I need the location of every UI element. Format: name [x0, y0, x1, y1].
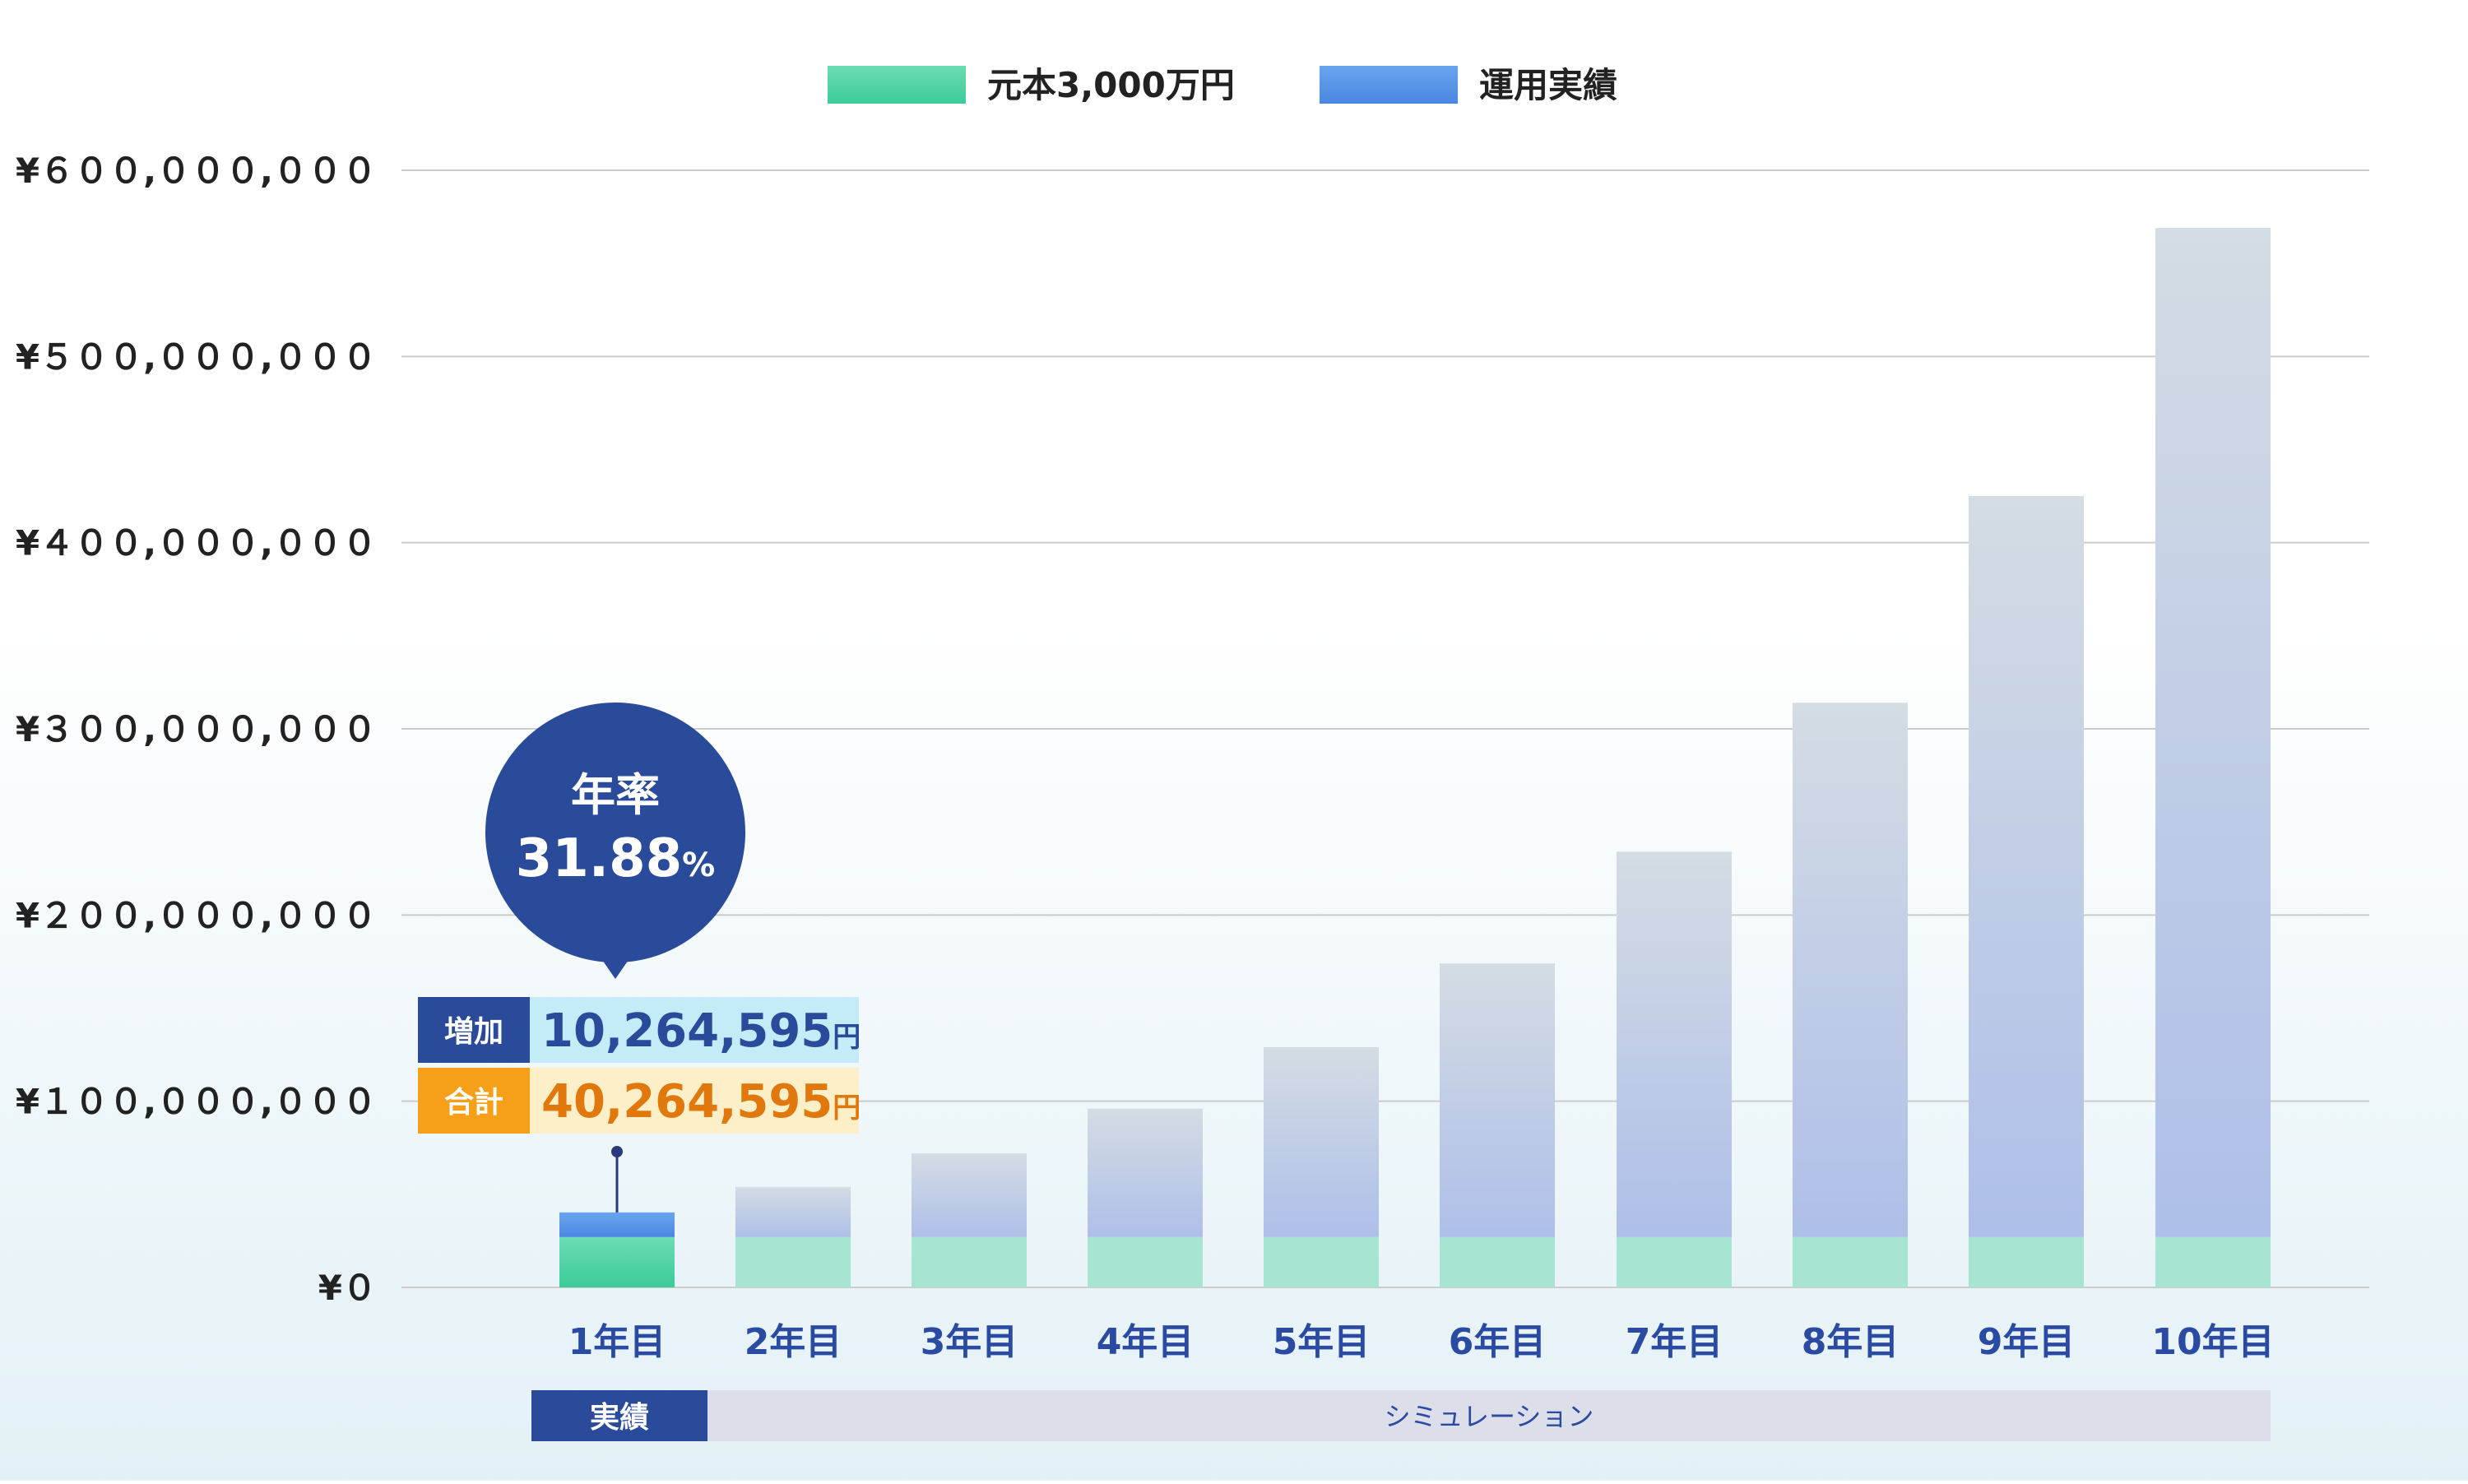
- y-tick-label: ¥２００,０００,０００: [16, 895, 377, 935]
- x-category-label: 3年目: [921, 1321, 1018, 1363]
- simulation-period-label: シミュレーション: [1385, 1401, 1594, 1432]
- increase-label-box: [418, 997, 530, 1063]
- total-value-box: [530, 1068, 859, 1134]
- total-label-box: [418, 1068, 530, 1134]
- legend-principal-swatch: [828, 66, 966, 104]
- simulation-period-band: [707, 1390, 2271, 1441]
- bar-principal-year-7[interactable]: [1617, 1236, 1732, 1287]
- y-tick-label: ¥０: [318, 1268, 377, 1308]
- bar-principal-year-8[interactable]: [1793, 1236, 1908, 1287]
- y-tick-label: ¥３００,０００,０００: [16, 709, 377, 749]
- rate-value: 31.88%: [516, 828, 716, 889]
- bar-principal-year-6[interactable]: [1440, 1236, 1555, 1287]
- bar-principal-year-3[interactable]: [912, 1236, 1027, 1287]
- y-tick-label: ¥５００,０００,０００: [16, 336, 377, 377]
- bar-growth-year-10[interactable]: [2155, 228, 2271, 1237]
- rate-bubble: [485, 703, 745, 962]
- callout-pin-dot: [611, 1146, 623, 1157]
- legend-principal-label: 元本3,000万円: [987, 65, 1235, 105]
- bar-growth-year-1[interactable]: [559, 1212, 675, 1237]
- rate-title: 年率: [571, 769, 660, 821]
- bar-principal-year-9[interactable]: [1969, 1236, 2084, 1287]
- x-category-label: 8年目: [1802, 1321, 1900, 1363]
- bar-growth-year-8[interactable]: [1793, 703, 1908, 1237]
- bar-growth-year-7[interactable]: [1617, 851, 1732, 1237]
- increase-value: 10,264,595円: [541, 1004, 861, 1058]
- increase-value-unit: 円: [833, 1021, 861, 1054]
- bar-growth-year-5[interactable]: [1264, 1047, 1379, 1237]
- total-value-number: 40,264,595: [541, 1075, 833, 1129]
- bar-principal-year-10[interactable]: [2155, 1236, 2271, 1287]
- legend-growth-label: 運用実績: [1479, 65, 1617, 105]
- increase-value-box: [530, 997, 859, 1063]
- x-category-label: 4年目: [1097, 1321, 1195, 1363]
- increase-label: 増加: [444, 1015, 503, 1049]
- bar-principal-year-4[interactable]: [1088, 1236, 1203, 1287]
- x-category-label: 7年目: [1626, 1321, 1723, 1363]
- bar-growth-year-9[interactable]: [1969, 496, 2084, 1237]
- x-category-label: 6年目: [1449, 1321, 1547, 1363]
- total-value-unit: 円: [833, 1092, 861, 1125]
- bar-principal-year-2[interactable]: [735, 1236, 851, 1287]
- x-category-label: 1年目: [568, 1321, 666, 1363]
- bar-growth-year-3[interactable]: [912, 1153, 1027, 1237]
- bar-principal-year-1[interactable]: [559, 1236, 675, 1287]
- x-category-label: 9年目: [1978, 1321, 2076, 1363]
- x-category-label: 2年目: [745, 1321, 842, 1363]
- actual-period-label: 実績: [590, 1401, 649, 1435]
- bar-growth-year-6[interactable]: [1440, 963, 1555, 1237]
- total-value: 40,264,595円: [541, 1075, 861, 1129]
- x-category-label: 5年目: [1273, 1321, 1371, 1363]
- increase-value-number: 10,264,595: [541, 1004, 833, 1058]
- y-tick-label: ¥６００,０００,０００: [16, 151, 377, 191]
- actual-period-band: [531, 1390, 707, 1441]
- bar-growth-year-4[interactable]: [1088, 1108, 1203, 1237]
- y-tick-label: ¥４００,０００,０００: [16, 523, 377, 563]
- total-label: 合計: [444, 1086, 503, 1120]
- rate-bubble-pointer: [601, 958, 630, 979]
- rate-value-unit: %: [682, 846, 715, 884]
- legend-growth-swatch: [1320, 66, 1458, 104]
- bar-principal-year-5[interactable]: [1264, 1236, 1379, 1287]
- y-tick-label: ¥１００,０００,０００: [16, 1082, 377, 1122]
- x-category-label: 10年目: [2151, 1321, 2274, 1363]
- rate-value-number: 31.88: [516, 828, 682, 889]
- bar-growth-year-2[interactable]: [735, 1186, 851, 1237]
